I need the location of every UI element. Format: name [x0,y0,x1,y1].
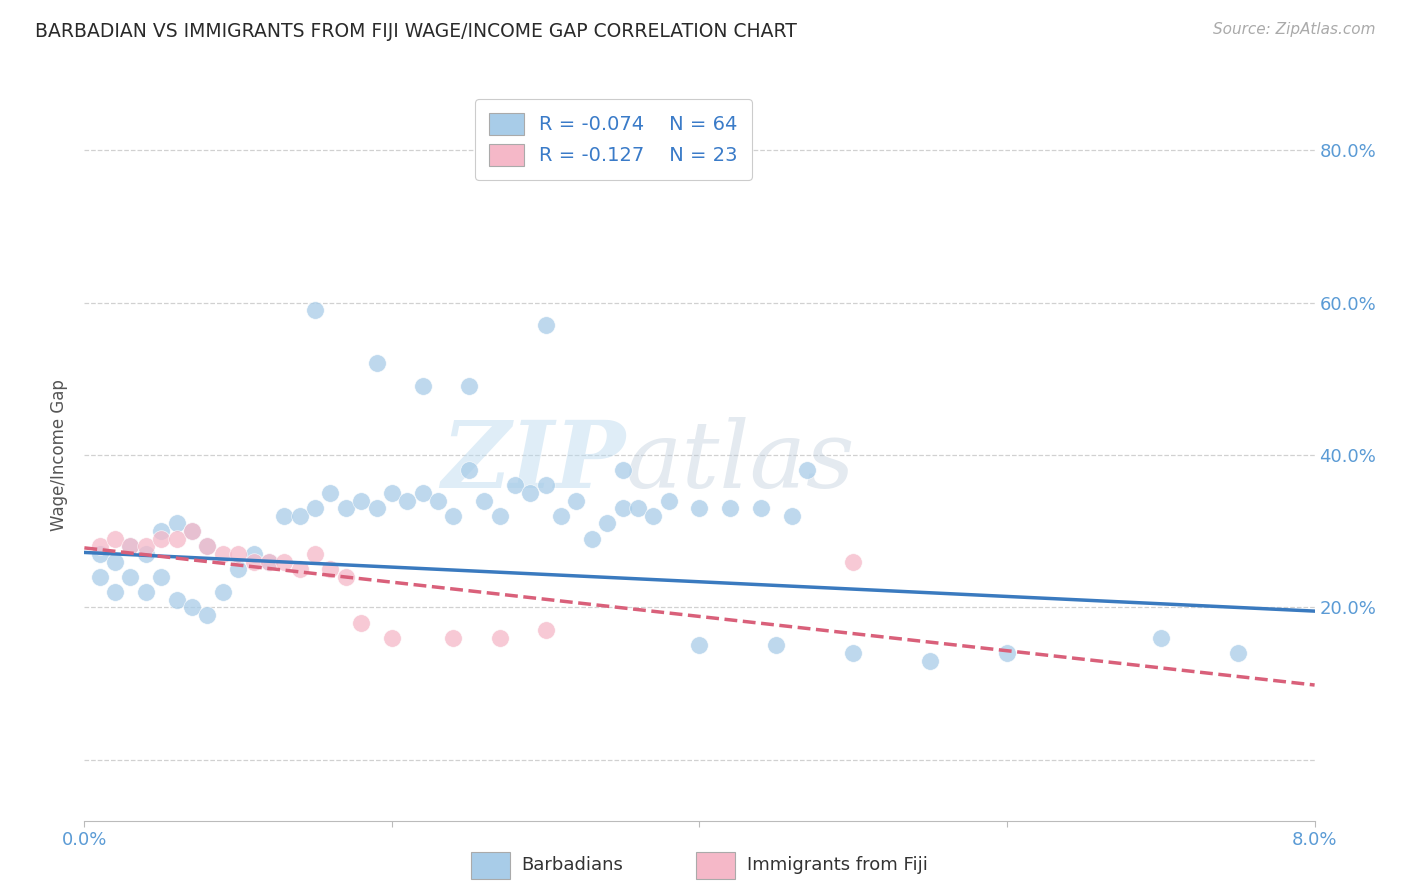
Point [443,508,465,523]
Point [166,532,188,546]
Text: ZIP: ZIP [441,417,626,508]
Point [689,501,711,516]
Point [427,493,450,508]
Point [89,539,111,553]
Point [627,501,650,516]
Point [1226,646,1249,660]
Point [749,501,772,516]
Point [273,555,295,569]
Text: Barbadians: Barbadians [522,856,623,874]
Point [472,493,495,508]
Point [135,539,157,553]
Point [288,562,311,576]
Point [842,555,865,569]
Point [197,539,219,553]
Point [150,570,173,584]
Point [273,508,295,523]
Point [226,547,249,561]
Point [396,493,419,508]
Point [350,493,373,508]
Point [366,501,388,516]
Point [120,539,142,553]
Point [643,508,665,523]
Point [166,592,188,607]
Legend: R = -0.074    N = 64, R = -0.127    N = 23: R = -0.074 N = 64, R = -0.127 N = 23 [475,99,751,180]
Point [181,524,204,538]
Point [488,508,510,523]
Point [257,555,280,569]
Point [104,555,127,569]
Point [319,486,342,500]
Point [381,486,404,500]
Point [842,646,865,660]
Point [658,493,681,508]
Point [412,486,434,500]
Point [150,532,173,546]
Point [765,639,787,653]
Point [197,539,219,553]
Point [412,379,434,393]
Point [596,516,619,531]
Point [612,501,634,516]
Y-axis label: Wage/Income Gap: Wage/Income Gap [51,379,69,531]
Point [534,318,557,333]
Point [242,555,264,569]
Point [319,562,342,576]
Point [335,570,357,584]
Point [226,562,249,576]
Point [443,631,465,645]
Point [488,631,510,645]
Point [381,631,404,645]
Point [135,585,157,599]
Point [335,501,357,516]
Point [257,555,280,569]
Point [89,547,111,561]
Point [457,463,479,477]
Point [920,654,942,668]
Point [120,539,142,553]
Point [1150,631,1173,645]
Point [534,478,557,492]
Point [565,493,588,508]
Point [181,600,204,615]
Point [242,547,264,561]
Point [796,463,818,477]
Point [780,508,803,523]
Text: Source: ZipAtlas.com: Source: ZipAtlas.com [1212,22,1375,37]
Point [304,303,326,318]
Point [288,508,311,523]
Text: BARBADIAN VS IMMIGRANTS FROM FIJI WAGE/INCOME GAP CORRELATION CHART: BARBADIAN VS IMMIGRANTS FROM FIJI WAGE/I… [35,22,797,41]
Point [120,570,142,584]
Point [350,615,373,630]
Point [995,646,1018,660]
Point [534,623,557,637]
Point [612,463,634,477]
Point [519,486,541,500]
Point [104,585,127,599]
Text: Immigrants from Fiji: Immigrants from Fiji [747,856,928,874]
Point [503,478,526,492]
Point [211,547,233,561]
Point [135,547,157,561]
Point [366,356,388,371]
Point [150,524,173,538]
Point [689,639,711,653]
Point [166,516,188,531]
Point [718,501,741,516]
Point [104,532,127,546]
Point [181,524,204,538]
Point [304,501,326,516]
Point [211,585,233,599]
Text: atlas: atlas [626,417,855,508]
Point [304,547,326,561]
Point [89,570,111,584]
Point [457,379,479,393]
Point [550,508,572,523]
Point [197,607,219,622]
Point [581,532,603,546]
